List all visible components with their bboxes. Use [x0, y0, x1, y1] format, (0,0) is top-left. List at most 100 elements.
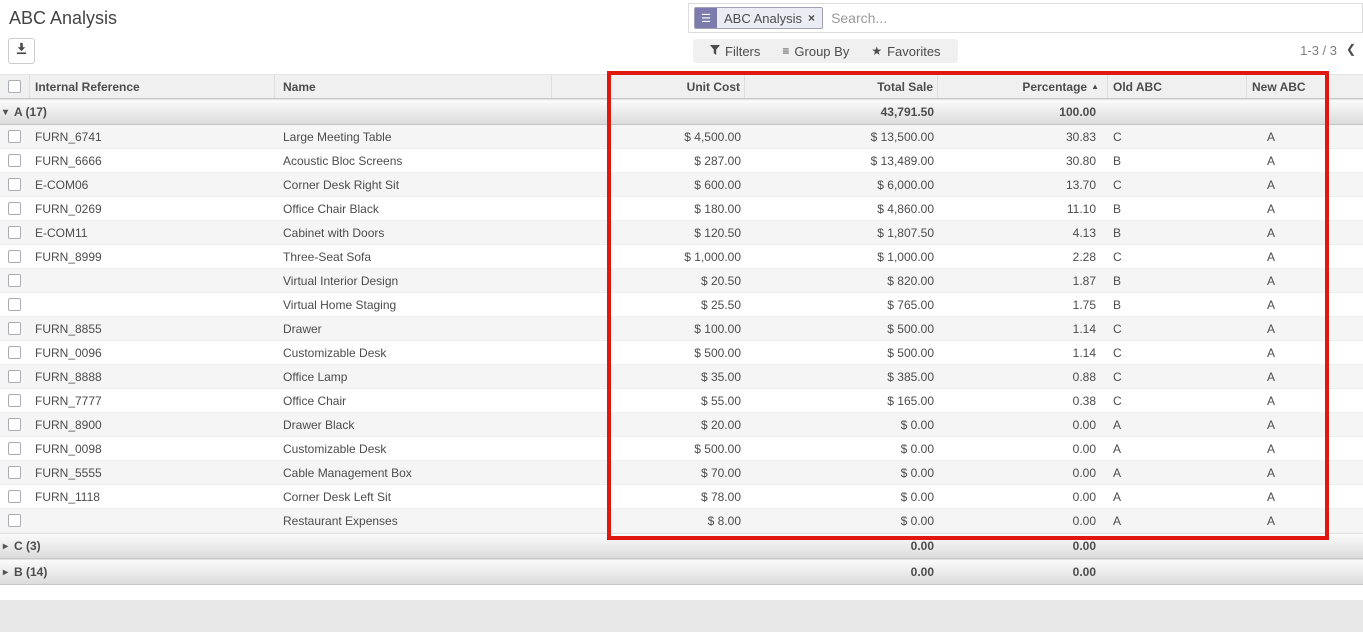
cell-new-abc: A: [1267, 513, 1276, 528]
group-row[interactable]: ▸ B (14) 0.00 0.00: [0, 559, 1363, 585]
table-row[interactable]: FURN_0269 Office Chair Black $ 180.00 $ …: [0, 197, 1363, 221]
group-label: A (17): [14, 105, 47, 119]
cell-unit-cost: $ 100.00: [694, 321, 741, 336]
cell-unit-cost: $ 1,000.00: [684, 249, 741, 264]
group-by-label: Group By: [794, 43, 850, 59]
group-caret-icon[interactable]: ▸: [3, 540, 9, 552]
table-row[interactable]: FURN_7777 Office Chair $ 55.00 $ 165.00 …: [0, 389, 1363, 413]
cell-percentage: 1.14: [1072, 321, 1096, 336]
row-select-cell: [0, 178, 30, 191]
row-checkbox[interactable]: [8, 130, 21, 143]
row-checkbox[interactable]: [8, 298, 21, 311]
column-header-old-abc[interactable]: Old ABC: [1108, 75, 1247, 98]
table-row[interactable]: FURN_5555 Cable Management Box $ 70.00 $…: [0, 461, 1363, 485]
search-input[interactable]: [831, 10, 1357, 26]
column-header-total-sale[interactable]: Total Sale: [745, 75, 938, 98]
cell-percentage: 2.28: [1072, 249, 1096, 264]
group-label-cell: ▸ B (14): [0, 565, 745, 579]
row-select-cell: [0, 466, 30, 479]
row-checkbox[interactable]: [8, 226, 21, 239]
group-label: B (14): [14, 565, 48, 579]
cell-internal-reference: FURN_5555: [35, 465, 102, 480]
table-row[interactable]: FURN_8888 Office Lamp $ 35.00 $ 385.00 0…: [0, 365, 1363, 389]
cell-old-abc: C: [1113, 345, 1122, 360]
table-row[interactable]: FURN_1118 Corner Desk Left Sit $ 78.00 $…: [0, 485, 1363, 509]
group-total-sale: 43,791.50: [880, 105, 934, 119]
row-checkbox[interactable]: [8, 202, 21, 215]
cell-old-abc: B: [1113, 201, 1122, 216]
cell-name: Large Meeting Table: [283, 129, 392, 144]
filters-button[interactable]: Filters: [699, 39, 771, 63]
pager-range: 1-3 / 3: [1300, 43, 1337, 58]
select-all-checkbox[interactable]: [8, 80, 21, 93]
favorites-button[interactable]: ★ Favorites: [860, 39, 951, 63]
table-row[interactable]: Virtual Interior Design $ 20.50 $ 820.00…: [0, 269, 1363, 293]
row-select-cell: [0, 418, 30, 431]
facet-remove-icon[interactable]: ×: [808, 11, 816, 25]
cell-new-abc: A: [1267, 321, 1276, 336]
cell-percentage: 30.80: [1065, 153, 1096, 168]
search-bar[interactable]: ☰ ABC Analysis ×: [688, 3, 1363, 33]
column-header-name[interactable]: Name: [275, 75, 552, 98]
row-checkbox[interactable]: [8, 466, 21, 479]
column-header-percentage[interactable]: Percentage ▲: [938, 75, 1108, 98]
table-row[interactable]: FURN_0098 Customizable Desk $ 500.00 $ 0…: [0, 437, 1363, 461]
table-row[interactable]: FURN_8855 Drawer $ 100.00 $ 500.00 1.14 …: [0, 317, 1363, 341]
cell-new-abc: A: [1267, 249, 1276, 264]
cell-percentage: 1.75: [1072, 297, 1096, 312]
row-checkbox[interactable]: [8, 178, 21, 191]
table-row[interactable]: FURN_6741 Large Meeting Table $ 4,500.00…: [0, 125, 1363, 149]
cell-total-sale: $ 6,000.00: [877, 177, 934, 192]
group-row[interactable]: ▸ C (3) 0.00 0.00: [0, 533, 1363, 559]
download-icon: [15, 42, 28, 60]
table-row[interactable]: E-COM11 Cabinet with Doors $ 120.50 $ 1,…: [0, 221, 1363, 245]
group-row[interactable]: ▾ A (17) 43,791.50 100.00: [0, 99, 1363, 125]
cell-new-abc: A: [1267, 297, 1276, 312]
group-caret-icon[interactable]: ▾: [3, 106, 9, 118]
cell-total-sale: $ 1,000.00: [877, 249, 934, 264]
table-row[interactable]: FURN_6666 Acoustic Bloc Screens $ 287.00…: [0, 149, 1363, 173]
pager-previous-icon[interactable]: ❮: [1345, 42, 1356, 56]
cell-percentage: 0.00: [1072, 513, 1096, 528]
row-checkbox[interactable]: [8, 514, 21, 527]
table-row[interactable]: Restaurant Expenses $ 8.00 $ 0.00 0.00 A…: [0, 509, 1363, 533]
column-header-internal-reference[interactable]: Internal Reference: [30, 75, 275, 98]
row-checkbox[interactable]: [8, 490, 21, 503]
cell-name: Office Chair: [283, 393, 347, 408]
export-button[interactable]: [8, 38, 35, 64]
row-checkbox[interactable]: [8, 370, 21, 383]
column-header-new-abc[interactable]: New ABC: [1252, 79, 1306, 94]
cell-old-abc: C: [1113, 129, 1122, 144]
cell-internal-reference: FURN_8855: [35, 321, 102, 336]
cell-new-abc: A: [1267, 441, 1276, 456]
cell-percentage: 0.88: [1072, 369, 1096, 384]
table-row[interactable]: FURN_8900 Drawer Black $ 20.00 $ 0.00 0.…: [0, 413, 1363, 437]
cell-new-abc: A: [1267, 153, 1276, 168]
cell-old-abc: B: [1113, 225, 1122, 240]
column-header-unit-cost[interactable]: Unit Cost: [552, 75, 745, 98]
table-row[interactable]: FURN_8999 Three-Seat Sofa $ 1,000.00 $ 1…: [0, 245, 1363, 269]
table-row[interactable]: E-COM06 Corner Desk Right Sit $ 600.00 $…: [0, 173, 1363, 197]
row-checkbox[interactable]: [8, 250, 21, 263]
table-row[interactable]: FURN_0096 Customizable Desk $ 500.00 $ 5…: [0, 341, 1363, 365]
row-checkbox[interactable]: [8, 394, 21, 407]
cell-internal-reference: FURN_7777: [35, 393, 102, 408]
row-checkbox[interactable]: [8, 442, 21, 455]
group-label-cell: ▾ A (17): [0, 105, 745, 119]
table-row[interactable]: Virtual Home Staging $ 25.50 $ 765.00 1.…: [0, 293, 1363, 317]
row-checkbox[interactable]: [8, 322, 21, 335]
cell-percentage: 0.00: [1072, 417, 1096, 432]
cell-percentage: 11.10: [1066, 201, 1096, 216]
cell-unit-cost: $ 20.50: [700, 273, 741, 288]
row-checkbox[interactable]: [8, 274, 21, 287]
row-select-cell: [0, 322, 30, 335]
group-caret-icon[interactable]: ▸: [3, 566, 9, 578]
cell-name: Corner Desk Left Sit: [283, 489, 392, 504]
cell-unit-cost: $ 70.00: [700, 465, 741, 480]
row-checkbox[interactable]: [8, 154, 21, 167]
row-checkbox[interactable]: [8, 346, 21, 359]
cell-total-sale: $ 13,489.00: [870, 153, 934, 168]
group-by-icon: ≡: [782, 44, 790, 58]
group-by-button[interactable]: ≡ Group By: [771, 39, 860, 63]
row-checkbox[interactable]: [8, 418, 21, 431]
